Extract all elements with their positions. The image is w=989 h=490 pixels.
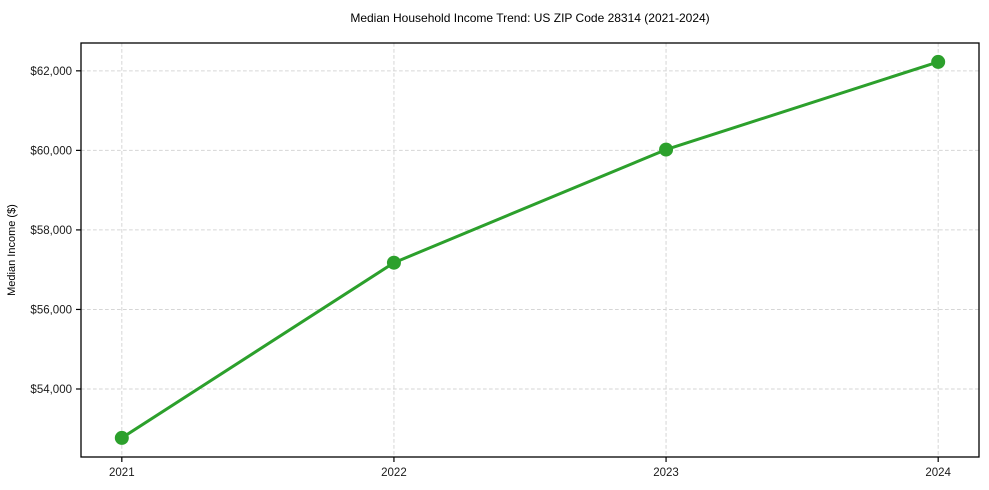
data-point-2024 — [931, 54, 946, 69]
plot-layer — [114, 54, 946, 445]
y-tick-label: $56,000 — [30, 304, 72, 316]
x-tick-label: 2024 — [925, 467, 951, 479]
data-point-2022 — [386, 255, 401, 270]
y-tick-label: $60,000 — [30, 145, 72, 157]
x-tick-label: 2021 — [109, 467, 135, 479]
plot-border — [80, 42, 980, 458]
data-point-2021 — [114, 430, 129, 445]
y-tick-label: $58,000 — [30, 225, 72, 237]
chart-title: Median Household Income Trend: US ZIP Co… — [350, 11, 709, 25]
trend-line — [120, 60, 940, 440]
y-tick-label: $62,000 — [30, 66, 72, 78]
data-point-2023 — [659, 142, 674, 157]
axis-tick-labels: $54,000 $56,000 $58,000 $60,000 $62,000 2021 2… — [30, 66, 951, 479]
y-axis-label: Median Income ($) — [6, 204, 18, 296]
x-tick-label: 2022 — [381, 467, 407, 479]
x-tick-label: 2023 — [653, 467, 679, 479]
axis-tick-marks — [76, 70, 939, 462]
gridlines — [81, 43, 979, 457]
y-tick-label: $54,000 — [30, 384, 72, 396]
